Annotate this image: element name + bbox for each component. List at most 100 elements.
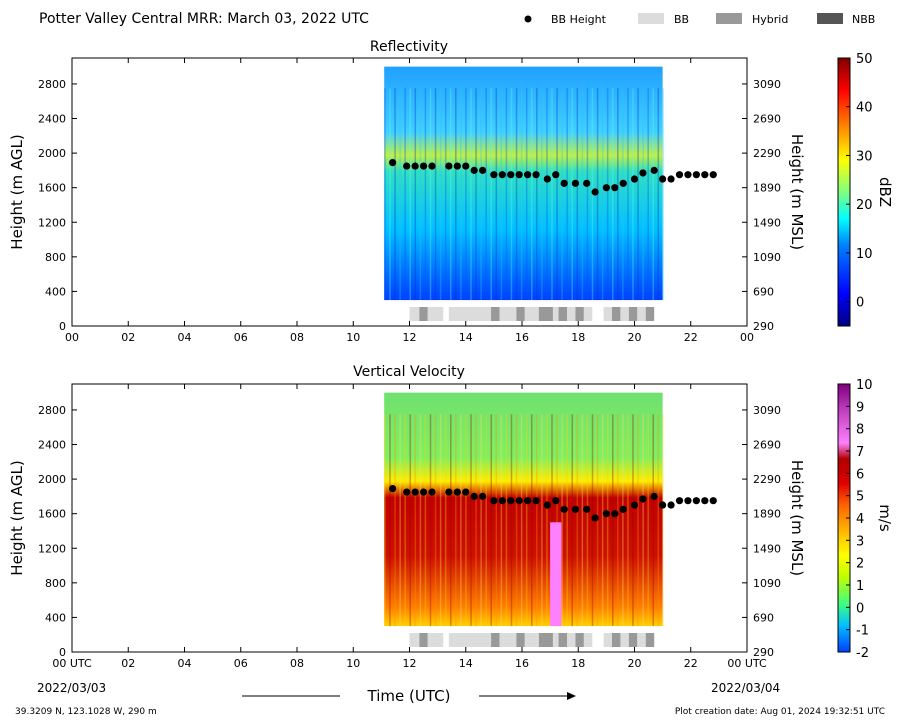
x-tick-label: 22 xyxy=(684,331,698,344)
heatmap-streak xyxy=(455,414,457,627)
end-date-label: 2022/03/04 xyxy=(711,681,780,695)
y-tick-label: 1600 xyxy=(38,508,66,521)
bb-type-segment-bb xyxy=(567,633,576,647)
heatmap-streak xyxy=(647,414,649,627)
x-tick-label: 20 xyxy=(628,657,642,670)
bb-height-point xyxy=(552,497,560,505)
bb-height-point xyxy=(659,501,667,509)
heatmap-streak xyxy=(429,414,432,627)
y-tick-label: 1200 xyxy=(38,216,66,229)
y2-tick-label: 1490 xyxy=(753,216,781,229)
bb-height-point xyxy=(667,175,675,183)
vertical-velocity-y-axis-label: Height (m AGL) xyxy=(8,460,26,575)
bb-type-segment-hybrid xyxy=(612,633,621,647)
heatmap-streak xyxy=(632,414,634,627)
vertical-velocity-heatmap xyxy=(384,392,665,627)
y-tick-label: 400 xyxy=(45,285,66,298)
colorbar-tick-label: 1 xyxy=(856,579,864,594)
bb-type-segment-bb xyxy=(448,307,492,321)
heatmap-streak xyxy=(525,88,528,301)
colorbar-tick-label: 20 xyxy=(856,198,873,213)
heatmap-streak xyxy=(586,414,589,627)
legend-bb-height-marker xyxy=(524,15,532,23)
y-tick-label: 800 xyxy=(45,577,66,590)
x-tick-label: 22 xyxy=(684,657,698,670)
bb-height-point xyxy=(583,179,591,187)
x-tick-label: 08 xyxy=(290,657,304,670)
bb-type-segment-hybrid xyxy=(538,307,553,321)
reflectivity-panel: Reflectivity 00 02 04 06 08 10 12 14 16 18 20 22 000… xyxy=(8,39,894,344)
x-tick-label: 00 UTC xyxy=(52,657,92,670)
location-text: 39.3209 N, 123.1028 W, 290 m xyxy=(15,707,157,717)
bb-height-point xyxy=(701,497,709,505)
y-tick-label: 0 xyxy=(59,320,66,333)
reflectivity-bb-type-bar xyxy=(409,307,655,321)
heatmap-streak xyxy=(536,414,538,627)
heatmap-streak xyxy=(536,88,538,301)
x-tick-label: 10 xyxy=(346,331,360,344)
legend: BB Height BB Hybrid NBB xyxy=(524,13,875,26)
heatmap-streak xyxy=(586,88,589,301)
bb-height-point xyxy=(650,166,658,174)
bb-type-segment-bb xyxy=(552,307,559,321)
heatmap-streak xyxy=(541,88,543,301)
bb-height-point xyxy=(532,171,540,179)
bb-height-point xyxy=(591,188,599,196)
x-tick-label: 14 xyxy=(459,331,473,344)
y-tick-label: 0 xyxy=(59,646,66,659)
colorbar-tick-label: 8 xyxy=(856,423,864,438)
bb-height-point xyxy=(709,171,717,179)
reflectivity-bb-height-points xyxy=(389,159,717,196)
y2-tick-label: 1090 xyxy=(753,251,781,264)
heatmap-streak xyxy=(541,414,543,627)
x-tick-label: 00 xyxy=(65,331,79,344)
bb-type-segment-bb xyxy=(620,633,629,647)
x-tick-label: 06 xyxy=(234,657,248,670)
heatmap-streak xyxy=(657,88,660,301)
bb-type-segment-hybrid xyxy=(612,307,621,321)
heatmap-streak xyxy=(601,88,604,301)
heatmap-streak xyxy=(652,88,654,301)
y2-tick-label: 290 xyxy=(753,646,774,659)
heatmap-streak xyxy=(647,88,649,301)
bb-height-point xyxy=(571,179,580,187)
bb-height-point xyxy=(524,171,532,179)
bb-height-point xyxy=(419,488,428,496)
heatmap-streak xyxy=(429,88,432,301)
x-tick-label: 00 UTC xyxy=(727,657,767,670)
heatmap-streak xyxy=(505,414,508,627)
heatmap-streak xyxy=(627,414,629,627)
colorbar-tick-label: 10 xyxy=(856,378,873,393)
heatmap-streak xyxy=(576,414,579,627)
reflectivity-y-axis-label: Height (m AGL) xyxy=(8,134,26,249)
heatmap-streak xyxy=(470,414,472,627)
heatmap-streak xyxy=(571,414,573,627)
heatmap-streak xyxy=(581,88,584,301)
colorbar-tick-label: 0 xyxy=(856,296,864,311)
bb-height-point xyxy=(684,171,692,179)
y-tick-label: 2000 xyxy=(38,147,66,160)
y-tick-label: 1200 xyxy=(38,542,66,555)
figure-title: Potter Valley Central MRR: March 03, 202… xyxy=(39,11,369,27)
y-tick-label: 2400 xyxy=(38,113,66,126)
heatmap-streak xyxy=(606,414,609,627)
heatmap-streak xyxy=(510,88,513,301)
colorbar-tick-label: 50 xyxy=(856,52,873,67)
heatmap-streak xyxy=(485,88,487,301)
heatmap-streak xyxy=(637,88,639,301)
bb-height-point xyxy=(630,501,639,509)
heatmap-streak xyxy=(657,414,660,627)
bb-height-point xyxy=(445,162,453,170)
bb-type-segment-bb xyxy=(427,633,444,647)
bb-height-point xyxy=(552,171,560,179)
bb-height-point xyxy=(515,497,523,505)
heatmap-streak xyxy=(450,414,452,627)
y2-tick-label: 1090 xyxy=(753,577,781,590)
heatmap-streak xyxy=(389,414,391,627)
x-tick-label: 08 xyxy=(290,331,304,344)
bb-type-segment-bb xyxy=(524,633,539,647)
heatmap-streak xyxy=(515,414,518,627)
colorbar-tick-label: 7 xyxy=(856,445,864,460)
y-tick-label: 2400 xyxy=(38,439,66,452)
